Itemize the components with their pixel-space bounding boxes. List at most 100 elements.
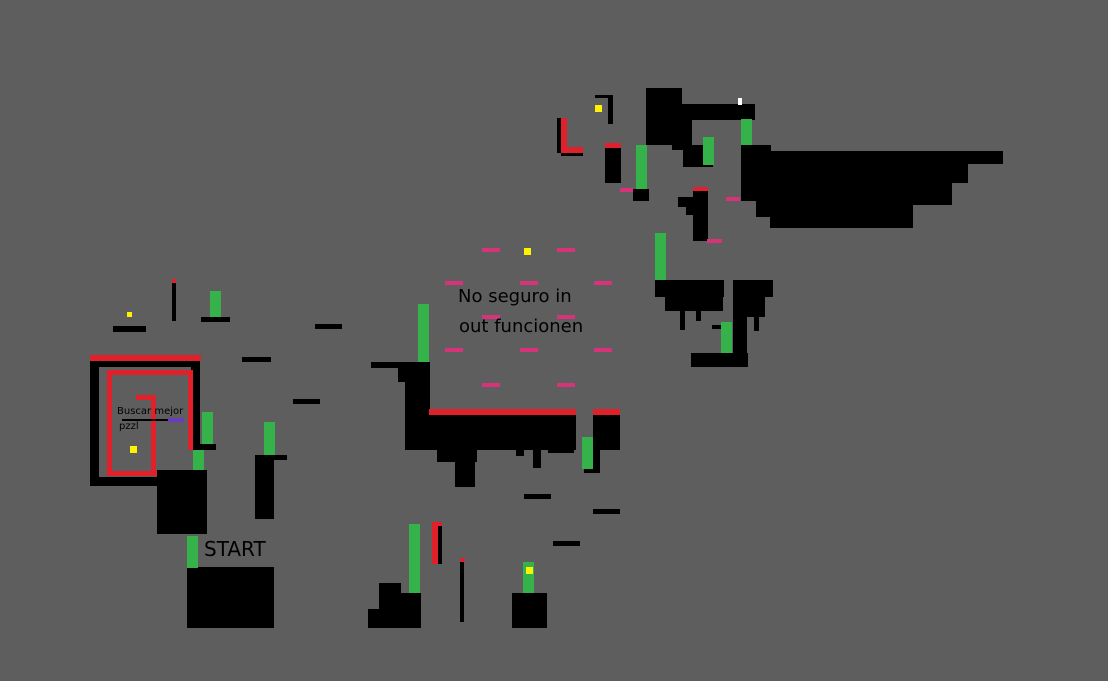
- hazard-tip: [605, 143, 621, 148]
- one-way-platform: [557, 383, 575, 387]
- hazard-backing: [561, 153, 583, 156]
- start-block: [187, 567, 274, 628]
- mid-right-block: [733, 280, 773, 297]
- hazard-strip: [151, 395, 156, 475]
- wing-block: [756, 205, 770, 217]
- stair-block: [379, 583, 401, 610]
- central-block: [516, 450, 524, 456]
- central-block: [430, 414, 576, 450]
- thin-pole: [438, 524, 442, 564]
- floating-platform: [242, 357, 271, 362]
- wing-block: [770, 205, 913, 228]
- stair-block: [368, 609, 421, 628]
- collectible-coin: [127, 312, 132, 317]
- wing-block: [756, 183, 952, 205]
- central-block: [405, 362, 430, 450]
- one-way-platform: [557, 248, 575, 252]
- floor-platform: [691, 353, 748, 367]
- right-block: [593, 414, 620, 450]
- hazard-backing: [557, 118, 561, 153]
- puzzle-room-wall: [191, 358, 200, 450]
- spring-pad: [187, 536, 198, 568]
- column-block: [686, 207, 694, 215]
- hazard-tip: [693, 187, 708, 191]
- thin-pole: [460, 560, 464, 622]
- puzzle-room-wall: [90, 358, 200, 367]
- one-way-platform: [557, 315, 575, 319]
- wing-block: [769, 151, 1003, 164]
- spring-pad: [655, 233, 666, 280]
- one-way-platform: [520, 281, 538, 285]
- wing-block: [756, 163, 968, 183]
- spring-pad: [264, 422, 275, 455]
- puzzle-room-wall: [191, 444, 216, 450]
- exit-marker: [738, 98, 742, 105]
- wall-block: [157, 470, 207, 534]
- mid-right-block: [733, 297, 765, 317]
- hazard-strip: [188, 370, 193, 450]
- puzzle-note-line-2: pzzl: [119, 421, 139, 432]
- hazard-strip: [107, 471, 157, 476]
- floating-platform: [553, 541, 580, 546]
- one-way-platform: [726, 197, 740, 201]
- one-way-platform: [445, 348, 463, 352]
- central-block: [455, 462, 475, 487]
- central-block: [437, 450, 477, 462]
- thin-pole: [172, 282, 176, 321]
- spring-pad: [193, 450, 204, 470]
- design-note-line-1: No seguro in: [458, 286, 572, 307]
- puzzle-room-wall: [90, 477, 157, 486]
- collectible-coin: [526, 567, 533, 574]
- hazard-strip: [90, 355, 201, 361]
- collectible-coin: [130, 446, 137, 453]
- one-way-platform: [594, 348, 612, 352]
- upper-block: [680, 104, 755, 120]
- spring-pad: [703, 137, 714, 165]
- puzzle-note-line-1: Buscar mejor: [117, 406, 184, 417]
- thin-ledge: [595, 95, 613, 98]
- one-way-platform: [520, 348, 538, 352]
- floating-platform: [293, 399, 320, 404]
- hazard-strip: [593, 409, 620, 415]
- thin-ledge: [712, 325, 722, 329]
- central-block: [398, 362, 406, 382]
- hazard-strip: [432, 524, 438, 564]
- inner-ledge: [122, 419, 170, 421]
- central-block: [533, 450, 541, 468]
- spring-pad: [721, 322, 732, 353]
- collectible-coin: [595, 105, 602, 112]
- mid-right-block: [754, 317, 759, 331]
- hazard-strip: [107, 370, 112, 476]
- hazard-strip: [107, 370, 193, 375]
- spring-pad: [636, 145, 647, 189]
- hazard-tip: [460, 558, 465, 562]
- central-block: [548, 450, 574, 453]
- mid-right-block: [665, 297, 723, 311]
- one-way-platform: [482, 248, 500, 252]
- pillar-block: [255, 455, 274, 519]
- tower-block: [605, 148, 621, 183]
- floating-platform: [113, 326, 146, 332]
- puzzle-room-wall: [90, 358, 99, 486]
- hazard-strip: [561, 118, 567, 153]
- one-way-platform: [594, 281, 612, 285]
- spring-pad: [418, 304, 429, 362]
- spring-pad: [523, 562, 534, 593]
- spring-pad: [409, 524, 420, 593]
- floating-platform: [201, 317, 230, 322]
- hazard-tip: [172, 279, 176, 283]
- one-way-platform: [620, 188, 633, 192]
- spring-pad: [582, 437, 593, 469]
- one-way-platform: [482, 315, 500, 319]
- one-way-platform: [482, 383, 500, 387]
- hazard-strip: [561, 147, 583, 153]
- stair-block: [400, 593, 421, 610]
- mid-right-block: [680, 311, 685, 330]
- spring-pad: [202, 412, 213, 444]
- thin-wall: [608, 95, 613, 124]
- hazard-strip: [429, 409, 576, 415]
- column-block: [693, 190, 708, 241]
- mid-right-block: [655, 280, 724, 297]
- one-way-platform: [445, 281, 463, 285]
